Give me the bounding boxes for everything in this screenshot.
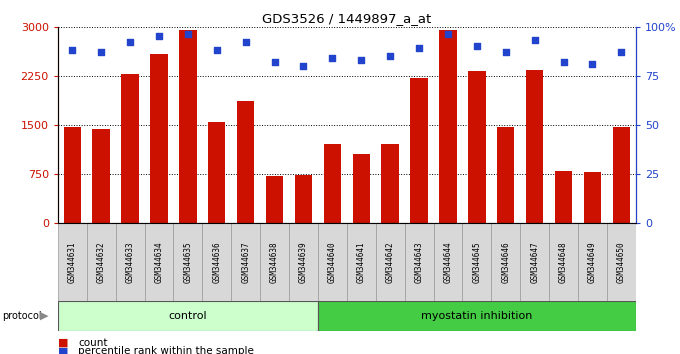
Point xyxy=(67,47,78,53)
Bar xyxy=(526,70,543,223)
Bar xyxy=(64,127,81,223)
Title: GDS3526 / 1449897_a_at: GDS3526 / 1449897_a_at xyxy=(262,12,431,25)
Bar xyxy=(607,223,636,301)
Bar xyxy=(260,223,289,301)
Point xyxy=(96,49,107,55)
Point xyxy=(298,63,309,69)
Point xyxy=(587,61,598,67)
Bar xyxy=(462,223,492,301)
Text: count: count xyxy=(78,338,107,348)
Bar xyxy=(469,71,486,223)
Bar xyxy=(376,223,405,301)
Bar xyxy=(381,144,398,223)
Text: GSM344638: GSM344638 xyxy=(270,241,279,283)
Bar xyxy=(497,127,515,223)
Bar xyxy=(237,101,254,223)
Bar xyxy=(324,144,341,223)
Bar xyxy=(266,176,284,223)
Bar xyxy=(318,301,636,331)
Point xyxy=(443,32,454,37)
Text: GSM344637: GSM344637 xyxy=(241,241,250,283)
Text: GSM344643: GSM344643 xyxy=(415,241,424,283)
Bar xyxy=(578,223,607,301)
Point xyxy=(385,53,396,59)
Text: GSM344640: GSM344640 xyxy=(328,241,337,283)
Bar xyxy=(289,223,318,301)
Text: GSM344646: GSM344646 xyxy=(501,241,510,283)
Bar xyxy=(295,175,312,223)
Text: GSM344639: GSM344639 xyxy=(299,241,308,283)
Text: GSM344648: GSM344648 xyxy=(559,241,568,283)
Text: GSM344647: GSM344647 xyxy=(530,241,539,283)
Bar xyxy=(87,223,116,301)
Bar xyxy=(347,223,376,301)
Bar xyxy=(122,74,139,223)
Bar xyxy=(353,154,370,223)
Bar xyxy=(92,129,110,223)
Text: ▶: ▶ xyxy=(40,311,49,321)
Bar xyxy=(58,301,318,331)
Point xyxy=(413,45,424,51)
Bar xyxy=(434,223,462,301)
Bar xyxy=(555,171,573,223)
Point xyxy=(182,32,193,37)
Text: GSM344636: GSM344636 xyxy=(212,241,221,283)
Text: ■: ■ xyxy=(58,338,68,348)
Point xyxy=(124,39,135,45)
Point xyxy=(471,44,482,49)
Bar xyxy=(492,223,520,301)
Point xyxy=(356,57,367,63)
Text: protocol: protocol xyxy=(2,311,41,321)
Bar xyxy=(520,223,549,301)
Bar xyxy=(318,223,347,301)
Text: GSM344642: GSM344642 xyxy=(386,241,394,283)
Bar xyxy=(584,172,601,223)
Point xyxy=(327,55,338,61)
Bar xyxy=(173,223,203,301)
Text: GSM344635: GSM344635 xyxy=(184,241,192,283)
Bar xyxy=(411,78,428,223)
Text: GSM344631: GSM344631 xyxy=(68,241,77,283)
Text: ■: ■ xyxy=(58,346,68,354)
Bar xyxy=(116,223,144,301)
Text: myostatin inhibition: myostatin inhibition xyxy=(421,311,532,321)
Point xyxy=(616,49,627,55)
Text: GSM344634: GSM344634 xyxy=(154,241,163,283)
Bar xyxy=(613,127,630,223)
Point xyxy=(558,59,569,65)
Text: GSM344644: GSM344644 xyxy=(443,241,452,283)
Point xyxy=(269,59,280,65)
Point xyxy=(529,38,540,43)
Text: control: control xyxy=(169,311,207,321)
Bar xyxy=(405,223,434,301)
Text: GSM344641: GSM344641 xyxy=(357,241,366,283)
Bar xyxy=(439,30,457,223)
Bar xyxy=(58,223,87,301)
Bar xyxy=(144,223,173,301)
Point xyxy=(500,49,511,55)
Text: GSM344645: GSM344645 xyxy=(473,241,481,283)
Point xyxy=(154,34,165,39)
Bar xyxy=(150,54,168,223)
Bar xyxy=(231,223,260,301)
Text: GSM344632: GSM344632 xyxy=(97,241,105,283)
Text: GSM344649: GSM344649 xyxy=(588,241,597,283)
Bar xyxy=(549,223,578,301)
Point xyxy=(211,47,222,53)
Bar xyxy=(208,122,226,223)
Text: GSM344650: GSM344650 xyxy=(617,241,626,283)
Text: GSM344633: GSM344633 xyxy=(126,241,135,283)
Bar xyxy=(180,30,197,223)
Bar xyxy=(203,223,231,301)
Text: percentile rank within the sample: percentile rank within the sample xyxy=(78,346,254,354)
Point xyxy=(240,39,251,45)
